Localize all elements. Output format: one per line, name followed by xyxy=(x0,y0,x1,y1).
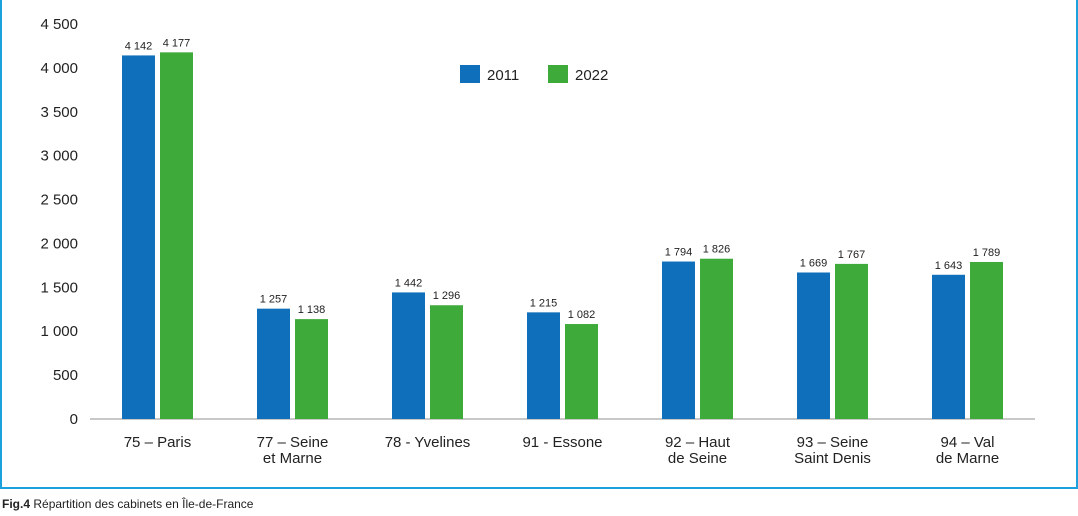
data-label: 1 643 xyxy=(935,260,963,272)
bar-2011 xyxy=(257,308,290,419)
y-tick-label: 4 000 xyxy=(40,60,78,77)
data-label: 4 177 xyxy=(163,37,191,49)
data-label: 1 442 xyxy=(395,277,423,289)
x-category-label: 75 – Paris xyxy=(124,434,192,451)
y-tick-label: 2 000 xyxy=(40,235,78,252)
data-label: 1 794 xyxy=(665,247,693,259)
y-tick-label: 4 500 xyxy=(40,16,78,33)
bar-2022 xyxy=(295,319,328,419)
x-category-label: 91 - Essone xyxy=(522,434,602,451)
data-label: 1 296 xyxy=(433,290,461,302)
x-category-label: 94 – Val de Marne xyxy=(936,434,999,467)
bar-2011 xyxy=(527,312,560,419)
legend-label-2011: 2011 xyxy=(487,67,519,84)
data-label: 4 142 xyxy=(125,40,153,52)
bar-2022 xyxy=(970,261,1003,419)
y-tick-label: 3 000 xyxy=(40,148,78,165)
data-label: 1 215 xyxy=(530,297,558,309)
legend-label-2022: 2022 xyxy=(575,67,608,84)
y-tick-label: 1 500 xyxy=(40,279,78,296)
bar-2022 xyxy=(160,52,193,419)
bar-2022 xyxy=(835,263,868,419)
bar-2011 xyxy=(122,55,155,420)
x-category-label: 92 – Haut de Seine xyxy=(665,434,731,467)
x-category-label: 78 - Yvelines xyxy=(385,434,471,451)
x-category-label: 77 – Seine et Marne xyxy=(257,434,329,467)
data-label: 1 789 xyxy=(973,247,1001,259)
chart-frame xyxy=(0,0,1078,489)
y-tick-label: 500 xyxy=(53,367,78,384)
y-tick-label: 1 000 xyxy=(40,323,78,340)
bar-2011 xyxy=(932,274,965,419)
data-label: 1 669 xyxy=(800,257,828,269)
bar-2022 xyxy=(565,324,598,419)
bar-2022 xyxy=(430,305,463,419)
data-label: 1 767 xyxy=(838,249,866,261)
y-tick-label: 2 500 xyxy=(40,192,78,209)
y-tick-label: 0 xyxy=(70,411,78,428)
bar-2011 xyxy=(392,292,425,419)
bar-2022 xyxy=(700,258,733,419)
y-tick-label: 3 500 xyxy=(40,104,78,121)
data-label: 1 082 xyxy=(568,309,596,321)
x-category-label: 93 – Seine Saint Denis xyxy=(794,434,871,467)
data-label: 1 138 xyxy=(298,304,326,316)
legend-swatch-2011 xyxy=(460,65,480,83)
bar-2011 xyxy=(662,261,695,419)
bar-chart: 0 500 1 000 1 500 2 000 2 500 3 000 3 500 4 000 4… xyxy=(40,16,1035,467)
legend-swatch-2022 xyxy=(548,65,568,83)
data-label: 1 257 xyxy=(260,294,288,306)
caption-text: Répartition des cabinets en Île-de-Franc… xyxy=(33,497,254,511)
caption-prefix: Fig.4 xyxy=(2,497,31,511)
figure-caption: Fig.4 Répartition des cabinets en Île-de… xyxy=(2,497,253,511)
bar-2011 xyxy=(797,272,830,419)
data-label: 1 826 xyxy=(703,244,731,256)
